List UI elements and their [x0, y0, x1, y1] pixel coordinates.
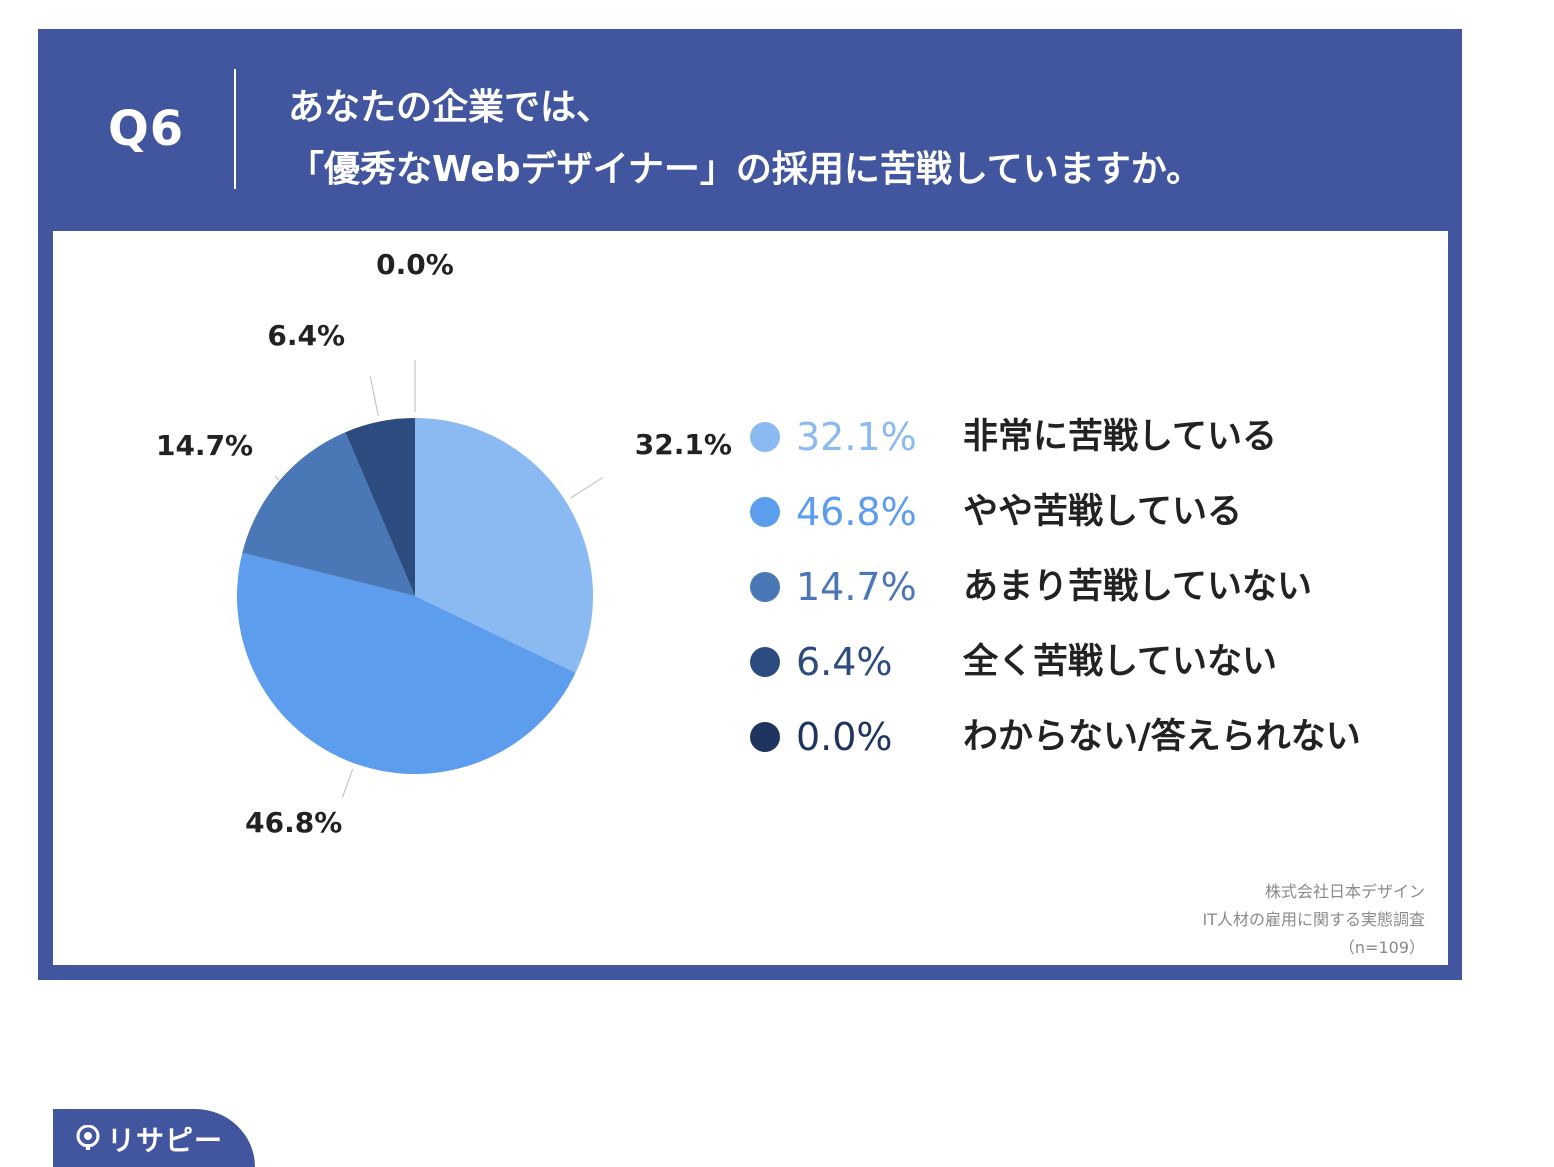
data-label: 14.7%	[156, 429, 253, 462]
leader-line	[274, 476, 280, 481]
legend-label: やや苦戦している	[963, 492, 1242, 532]
location-pin-icon	[76, 1125, 100, 1150]
question-number: Q6	[108, 101, 185, 157]
pie-slice	[415, 418, 593, 673]
question-title: あなたの企業では、 「優秀なWebデザイナー」の採用に苦戦していますか。	[288, 77, 1202, 201]
source-sample-size: （n=109）	[1338, 938, 1425, 957]
pie-slice	[242, 432, 415, 596]
source-survey: IT人材の雇用に関する実態調査	[1202, 910, 1426, 929]
legend-swatch	[750, 497, 780, 527]
header-divider	[234, 69, 236, 189]
pie-slice	[345, 418, 415, 596]
question-title-line2: 「優秀なWebデザイナー」の採用に苦戦していますか。	[288, 149, 1203, 190]
legend-label: あまり苦戦していない	[963, 567, 1312, 607]
source-note: 株式会社日本デザイン IT人材の雇用に関する実態調査 （n=109）	[1203, 878, 1426, 962]
data-label: 0.0%	[376, 248, 454, 281]
data-label: 46.8%	[245, 806, 342, 839]
legend-percentage: 32.1%	[796, 415, 917, 459]
legend-swatch	[750, 422, 780, 452]
data-label: 32.1%	[635, 428, 732, 461]
legend-swatch	[750, 572, 780, 602]
legend-label: 全く苦戦していない	[963, 642, 1277, 682]
pie-slice	[237, 552, 576, 774]
leader-line	[369, 376, 379, 416]
legend-swatch	[750, 647, 780, 677]
legend-percentage: 6.4%	[796, 640, 893, 684]
chart-panel: 32.1% 46.8% 14.7% 6.4% 0.0% 32.1% 非常に苦戦している 46…	[53, 231, 1448, 1167]
survey-card: Q6 あなたの企業では、 「優秀なWebデザイナー」の採用に苦戦していますか。 …	[38, 29, 1462, 1167]
source-company: 株式会社日本デザイン	[1264, 882, 1425, 901]
legend-percentage: 0.0%	[796, 715, 893, 759]
legend-label: わからない/答えられない	[963, 717, 1361, 757]
data-label: 6.4%	[267, 319, 345, 352]
brand-tab: リサピー	[53, 1109, 255, 1167]
brand-name: リサピー	[107, 1124, 224, 1157]
leader-line	[342, 768, 354, 798]
legend-swatch	[750, 722, 780, 752]
pie-chart: 32.1% 46.8% 14.7% 6.4% 0.0%	[156, 248, 732, 839]
legend-label: 非常に苦戦している	[963, 417, 1277, 457]
legend-percentage: 46.8%	[796, 490, 917, 534]
legend-percentage: 14.7%	[796, 565, 917, 609]
leader-line	[570, 477, 604, 499]
question-title-line1: あなたの企業では、	[288, 87, 613, 128]
